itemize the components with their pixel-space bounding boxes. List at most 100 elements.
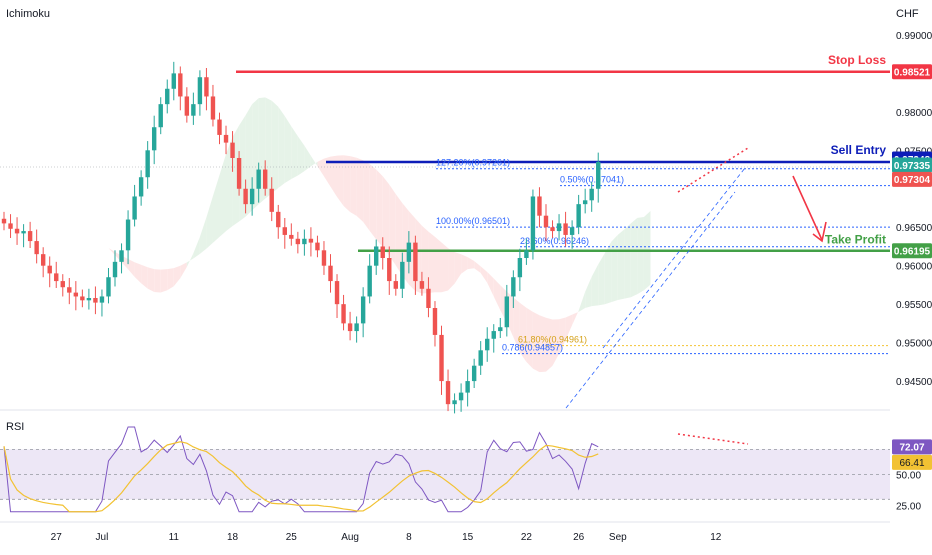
cloud-segment: [369, 164, 377, 240]
price-tick: 0.96000: [896, 262, 932, 273]
cloud-segment: [624, 223, 631, 299]
candle-body: [151, 127, 157, 151]
cloud-segment: [69, 228, 76, 230]
cloud-segment: [101, 243, 109, 248]
cloud-segment: [186, 253, 194, 267]
candle-body: [458, 392, 464, 401]
cloud-segment: [395, 194, 403, 276]
time-tick: 8: [406, 532, 412, 543]
candle-body: [341, 304, 346, 324]
rsi-ma-tag-bg: [892, 454, 932, 470]
candle-body: [302, 238, 307, 245]
cloud-segment: [382, 176, 390, 256]
annotations: Stop Loss Sell Entry Take Profit: [565, 53, 886, 409]
sell-arrow: [792, 175, 823, 241]
time-tick: 15: [462, 532, 474, 543]
candle-body: [236, 158, 242, 189]
candle-body: [413, 242, 418, 282]
cloud-segment: [160, 269, 168, 293]
candle-body: [537, 196, 542, 216]
channel-lower: [565, 191, 736, 409]
cloud-segment: [154, 269, 161, 293]
fib-label: 100.00%(0.96501): [436, 216, 510, 226]
candle-body: [191, 104, 196, 116]
candle-body: [328, 265, 333, 282]
cloud-segment: [487, 271, 494, 297]
candle-body: [138, 177, 144, 197]
cloud-segment: [245, 104, 253, 217]
candle-body: [47, 265, 52, 274]
cloud-segment: [337, 155, 344, 206]
candle-body: [276, 211, 281, 228]
time-tick: Sep: [609, 532, 627, 543]
sell-arrow-head: [812, 221, 827, 243]
cloud-segment: [604, 241, 612, 305]
candle-body: [596, 161, 601, 189]
cloud-segment: [350, 156, 357, 216]
candle-body: [197, 77, 203, 105]
candle-body: [524, 250, 529, 258]
candle-body: [589, 188, 594, 201]
fib-label: 23.60%(0.96246): [520, 236, 589, 246]
cloud-segment: [578, 291, 586, 312]
time-tick: 12: [710, 532, 722, 543]
candle-body: [204, 77, 209, 97]
indicator-label: Ichimoku: [6, 8, 50, 20]
cloud-segment: [193, 236, 200, 259]
cloud-segment: [180, 262, 187, 279]
candle-body: [106, 277, 111, 297]
cloud-segment: [565, 314, 573, 341]
cloud-segment: [434, 236, 442, 293]
candle-body: [308, 238, 314, 243]
candle-body: [73, 292, 79, 297]
price-grid: [0, 166, 890, 411]
cloud-segment: [467, 257, 475, 270]
time-tick: 18: [227, 532, 239, 543]
fib-label: 61.80%(0.94961): [518, 335, 587, 345]
candle-body: [178, 73, 183, 97]
candle-body: [21, 231, 26, 234]
rsi-tick: 25.00: [896, 502, 921, 513]
fib-label: 127.20%(0.97261): [436, 158, 510, 168]
rsi-label: RSI: [6, 421, 24, 433]
candle-body: [485, 338, 490, 351]
candle-body: [439, 334, 444, 382]
candle-body: [125, 219, 131, 251]
candle-body: [400, 261, 405, 289]
rsi-ma-tag: 66.41: [899, 458, 924, 469]
candle-body: [282, 227, 287, 235]
cloud-segment: [134, 262, 142, 284]
candle-body: [269, 188, 274, 212]
candle-body: [582, 200, 588, 205]
cloud-segment: [480, 266, 488, 283]
candle-body: [360, 296, 366, 324]
take-profit-price-tag-bg: [892, 243, 932, 259]
candle-body: [380, 246, 385, 258]
prev-price-tag: 0.97304: [894, 175, 931, 186]
candle-body: [347, 323, 353, 332]
candle-body: [249, 188, 255, 205]
candle-body: [27, 231, 33, 242]
cloud-segment: [585, 276, 592, 308]
cloud-segment: [591, 264, 599, 307]
cloud-segment: [617, 229, 625, 301]
time-tick: Jul: [96, 532, 109, 543]
time-tick: Aug: [341, 532, 359, 543]
last-price-tag: 0.97335: [894, 161, 931, 172]
candle-body: [1, 218, 7, 224]
time-tick: 22: [521, 532, 533, 543]
cloud-segment: [291, 126, 298, 180]
cloud-segment: [572, 310, 579, 326]
candle-body: [171, 73, 176, 89]
candle-body: [80, 296, 85, 301]
price-tick: 0.96500: [896, 223, 932, 234]
cloud-segment: [441, 242, 449, 293]
candle-body: [530, 196, 536, 251]
candle-body: [321, 250, 327, 266]
candle-body: [243, 188, 248, 205]
prev-price-tag-bg: [892, 171, 932, 187]
candle-body: [491, 331, 496, 339]
fib-label: 0.786(0.94857): [502, 343, 563, 353]
